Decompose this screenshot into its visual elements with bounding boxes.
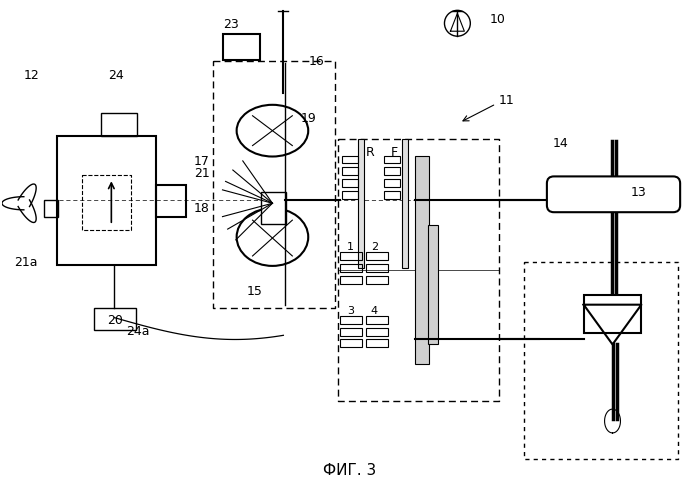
Bar bbox=[94, 308, 136, 329]
Bar bbox=[342, 180, 358, 187]
Bar bbox=[402, 138, 407, 268]
Bar bbox=[384, 180, 400, 187]
Text: 20: 20 bbox=[107, 314, 123, 327]
Bar bbox=[384, 191, 400, 199]
Bar bbox=[340, 264, 362, 272]
Bar bbox=[366, 327, 388, 335]
Text: 24a: 24a bbox=[126, 325, 150, 338]
Bar bbox=[384, 168, 400, 176]
FancyBboxPatch shape bbox=[547, 177, 680, 212]
Text: F: F bbox=[391, 146, 398, 159]
Text: 4: 4 bbox=[371, 306, 378, 315]
Bar bbox=[156, 186, 186, 217]
Text: 14: 14 bbox=[553, 137, 568, 150]
Text: R: R bbox=[366, 146, 375, 159]
Text: 24: 24 bbox=[108, 69, 124, 82]
Text: 12: 12 bbox=[24, 69, 40, 82]
Bar bbox=[340, 252, 362, 260]
Bar bbox=[340, 339, 362, 347]
Bar bbox=[43, 200, 57, 217]
Text: 11: 11 bbox=[499, 94, 515, 107]
Bar bbox=[102, 113, 137, 135]
Bar bbox=[428, 225, 438, 344]
Text: 21a: 21a bbox=[14, 256, 37, 269]
Bar bbox=[366, 315, 388, 323]
Text: 21: 21 bbox=[194, 167, 209, 180]
Bar bbox=[366, 264, 388, 272]
Bar bbox=[342, 191, 358, 199]
Bar bbox=[340, 276, 362, 284]
Text: 13: 13 bbox=[631, 186, 646, 199]
Bar bbox=[366, 252, 388, 260]
Bar bbox=[366, 339, 388, 347]
Bar bbox=[223, 34, 260, 60]
Bar bbox=[366, 276, 388, 284]
Bar bbox=[342, 156, 358, 164]
Text: 18: 18 bbox=[194, 202, 210, 215]
Bar bbox=[340, 315, 362, 323]
Text: 3: 3 bbox=[347, 306, 354, 315]
Bar bbox=[260, 192, 286, 224]
Bar bbox=[57, 135, 156, 265]
Bar bbox=[584, 295, 641, 332]
Text: 10: 10 bbox=[489, 13, 505, 26]
Text: 19: 19 bbox=[300, 112, 316, 125]
Bar bbox=[358, 138, 364, 268]
Text: 1: 1 bbox=[347, 242, 354, 252]
Bar bbox=[342, 168, 358, 176]
Bar bbox=[384, 156, 400, 164]
Text: 15: 15 bbox=[246, 285, 262, 298]
Bar bbox=[414, 156, 428, 365]
Bar bbox=[340, 327, 362, 335]
Text: 16: 16 bbox=[308, 55, 324, 67]
Text: ФИГ. 3: ФИГ. 3 bbox=[323, 463, 377, 478]
Text: 23: 23 bbox=[223, 18, 239, 31]
Text: 17: 17 bbox=[194, 155, 210, 168]
Text: 2: 2 bbox=[371, 242, 378, 252]
